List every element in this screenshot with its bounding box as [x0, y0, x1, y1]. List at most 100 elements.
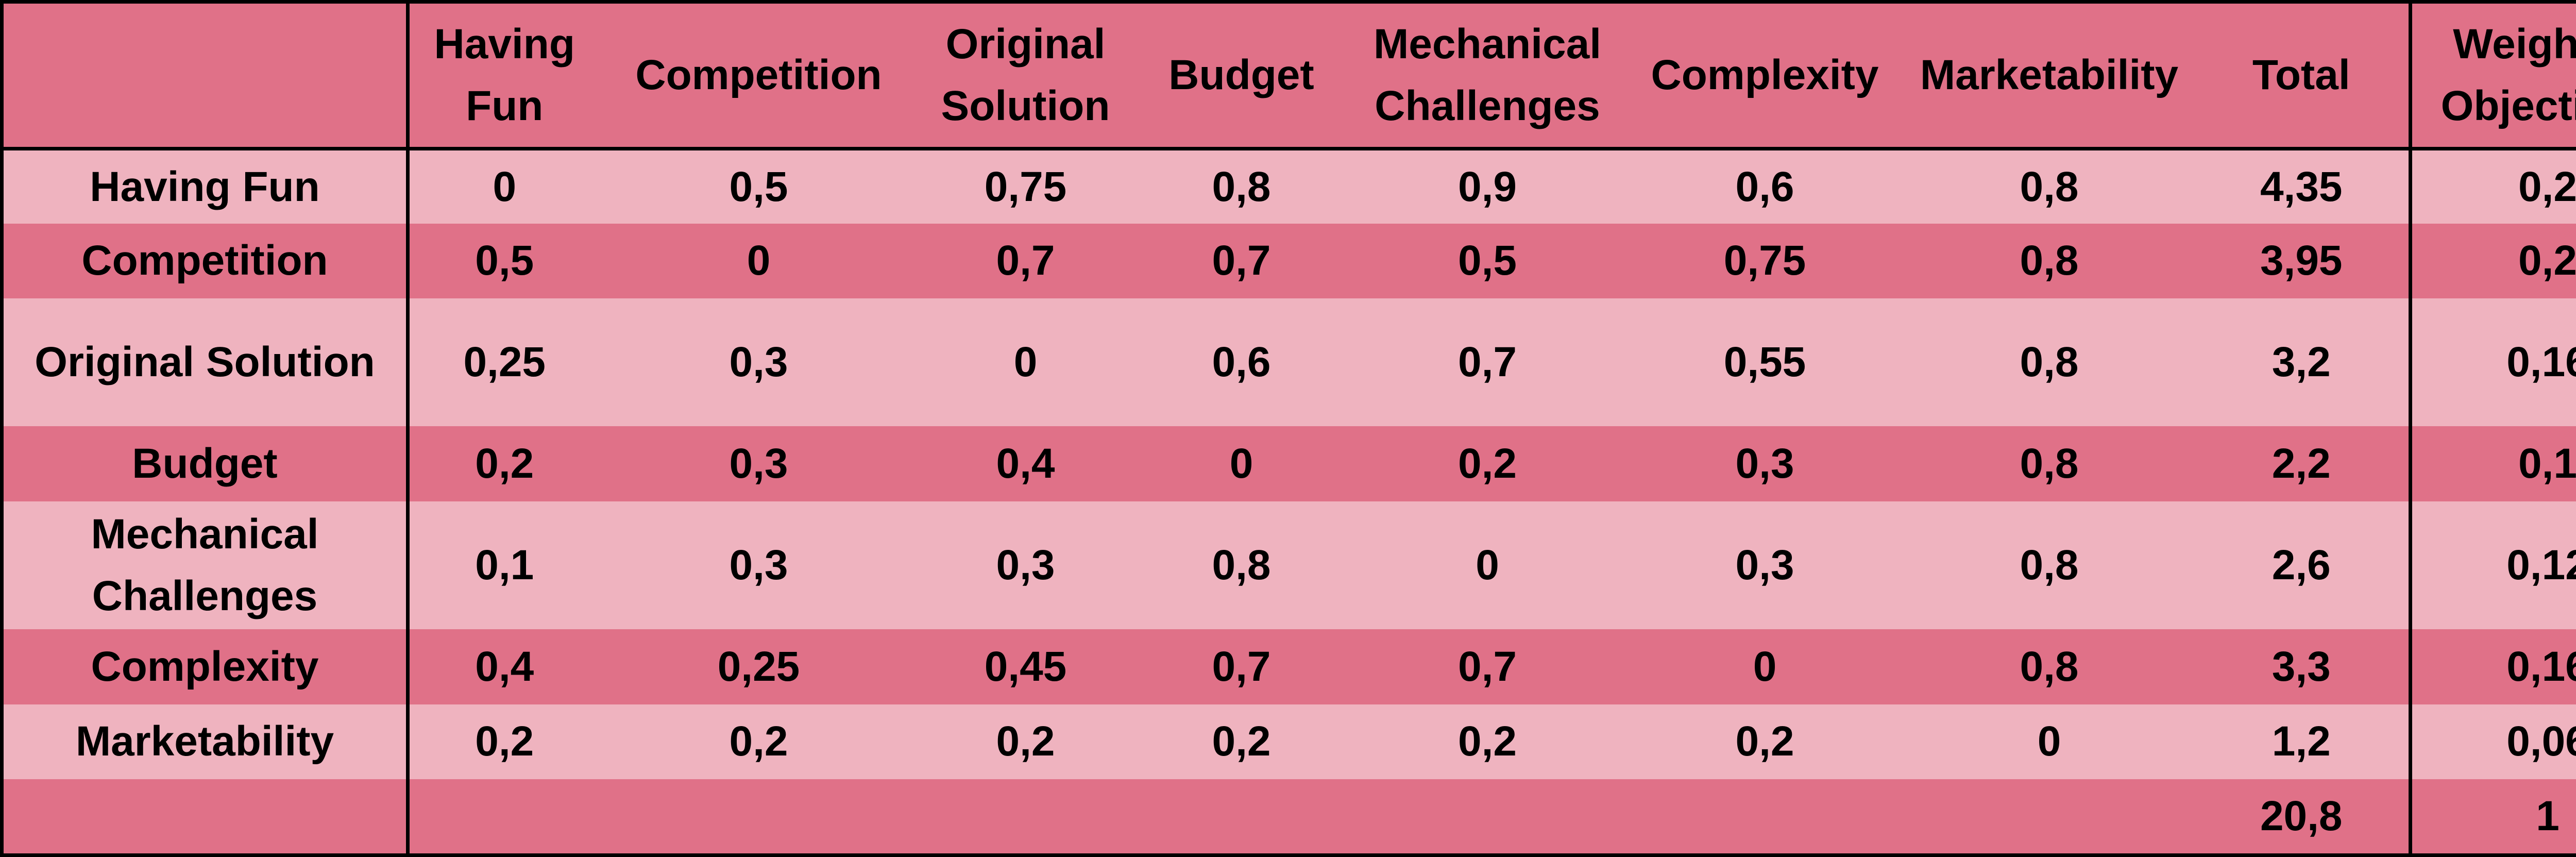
footer-empty-cell — [1133, 779, 1350, 857]
table-cell: 0 — [1904, 704, 2194, 779]
table-cell: 0,2 — [918, 704, 1133, 779]
footer-empty-cell — [1349, 779, 1625, 857]
table-cell: 0,3 — [1625, 501, 1905, 630]
table-row: Mechanical Challenges 0,1 0,3 0,3 0,8 0 … — [0, 501, 2576, 630]
table-cell: 0,2 — [406, 704, 600, 779]
table-cell: 0,2 — [1349, 426, 1625, 501]
table-cell: 0,25 — [599, 629, 918, 704]
table-cell: 0,25 — [406, 298, 600, 427]
table-cell: 0,45 — [918, 629, 1133, 704]
table-cell: 0,8 — [1904, 148, 2194, 224]
table-cell: 0,75 — [918, 148, 1133, 224]
table-cell: 0,1 — [406, 501, 600, 630]
footer-empty-cell — [918, 779, 1133, 857]
table-cell: 0,2 — [1349, 704, 1625, 779]
column-header-original-solution: Original Solution — [918, 0, 1133, 150]
row-total: 2,2 — [2194, 426, 2411, 501]
table-cell: 0,2 — [1625, 704, 1905, 779]
column-header-marketability: Marketability — [1904, 0, 2194, 150]
table-cell: 0 — [406, 148, 600, 224]
footer-label-cell — [0, 779, 408, 857]
row-weighted: 0,2 — [2409, 148, 2576, 224]
row-total: 2,6 — [2194, 501, 2411, 630]
table-cell: 0,3 — [1625, 426, 1905, 501]
table-cell: 0,6 — [1133, 298, 1350, 427]
row-label: Marketability — [0, 704, 408, 779]
table-cell: 0,4 — [406, 629, 600, 704]
header-row: Having Fun Competition Original Solution… — [0, 0, 2576, 150]
column-header-budget: Budget — [1133, 0, 1350, 150]
table-cell: 0,7 — [1133, 629, 1350, 704]
row-weighted: 0,16 — [2409, 298, 2576, 427]
row-weighted: 0,1 — [2409, 426, 2576, 501]
table-row: Complexity 0,4 0,25 0,45 0,7 0,7 0 0,8 3… — [0, 629, 2576, 704]
table-cell: 0,5 — [599, 148, 918, 224]
table-cell: 0,8 — [1904, 501, 2194, 630]
table-cell: 0,8 — [1133, 501, 1350, 630]
row-label: Complexity — [0, 629, 408, 704]
table-cell: 0,7 — [918, 223, 1133, 299]
grand-total: 20,8 — [2194, 779, 2411, 857]
row-total: 4,35 — [2194, 148, 2411, 224]
weighted-sum: 1 — [2409, 779, 2576, 857]
column-header-having-fun: Having Fun — [406, 0, 600, 150]
row-label: Having Fun — [0, 148, 408, 224]
table-cell: 0,8 — [1904, 298, 2194, 427]
row-total: 1,2 — [2194, 704, 2411, 779]
table-cell: 0 — [918, 298, 1133, 427]
row-weighted: 0,2 — [2409, 223, 2576, 299]
table-row: Competition 0,5 0 0,7 0,7 0,5 0,75 0,8 3… — [0, 223, 2576, 299]
table-cell: 0,3 — [918, 501, 1133, 630]
table-cell: 0,9 — [1349, 148, 1625, 224]
row-label: Competition — [0, 223, 408, 299]
column-header-total: Total — [2194, 0, 2411, 150]
table-cell: 0,8 — [1133, 148, 1350, 224]
corner-cell — [0, 0, 408, 150]
column-header-weighted-objectives: Weighted Objectives — [2409, 0, 2576, 150]
table-cell: 0,8 — [1904, 629, 2194, 704]
row-label: Original Solution — [0, 298, 408, 427]
table-cell: 0,7 — [1349, 298, 1625, 427]
table-row: Original Solution 0,25 0,3 0 0,6 0,7 0,5… — [0, 298, 2576, 427]
table-row: Marketability 0,2 0,2 0,2 0,2 0,2 0,2 0 … — [0, 704, 2576, 779]
table-cell: 0,2 — [1133, 704, 1350, 779]
row-total: 3,3 — [2194, 629, 2411, 704]
column-header-mechanical-challenges: Mechanical Challenges — [1349, 0, 1625, 150]
table-cell: 0,2 — [599, 704, 918, 779]
table-cell: 0,55 — [1625, 298, 1905, 427]
table-cell: 0 — [599, 223, 918, 299]
table-cell: 0,8 — [1904, 223, 2194, 299]
row-total: 3,2 — [2194, 298, 2411, 427]
footer-row: 20,8 1 — [0, 779, 2576, 857]
row-label: Budget — [0, 426, 408, 501]
table-cell: 0 — [1349, 501, 1625, 630]
row-weighted: 0,06 — [2409, 704, 2576, 779]
column-header-complexity: Complexity — [1625, 0, 1905, 150]
table-cell: 0,7 — [1133, 223, 1350, 299]
table-cell: 0,5 — [1349, 223, 1625, 299]
table-cell: 0,7 — [1349, 629, 1625, 704]
footer-empty-cell — [1625, 779, 1905, 857]
row-weighted: 0,16 — [2409, 629, 2576, 704]
row-label: Mechanical Challenges — [0, 501, 408, 630]
table-cell: 0,75 — [1625, 223, 1905, 299]
table-cell: 0 — [1625, 629, 1905, 704]
table-cell: 0 — [1133, 426, 1350, 501]
row-total: 3,95 — [2194, 223, 2411, 299]
footer-empty-cell — [406, 779, 600, 857]
footer-empty-cell — [1904, 779, 2194, 857]
table-row: Having Fun 0 0,5 0,75 0,8 0,9 0,6 0,8 4,… — [0, 148, 2576, 224]
table-cell: 0,3 — [599, 426, 918, 501]
table-cell: 0,3 — [599, 501, 918, 630]
table-cell: 0,4 — [918, 426, 1133, 501]
column-header-competition: Competition — [599, 0, 918, 150]
table-cell: 0,8 — [1904, 426, 2194, 501]
table-cell: 0,6 — [1625, 148, 1905, 224]
table-row: Budget 0,2 0,3 0,4 0 0,2 0,3 0,8 2,2 0,1 — [0, 426, 2576, 501]
table-cell: 0,2 — [406, 426, 600, 501]
table-cell: 0,5 — [406, 223, 600, 299]
footer-empty-cell — [599, 779, 918, 857]
row-weighted: 0,12 — [2409, 501, 2576, 630]
